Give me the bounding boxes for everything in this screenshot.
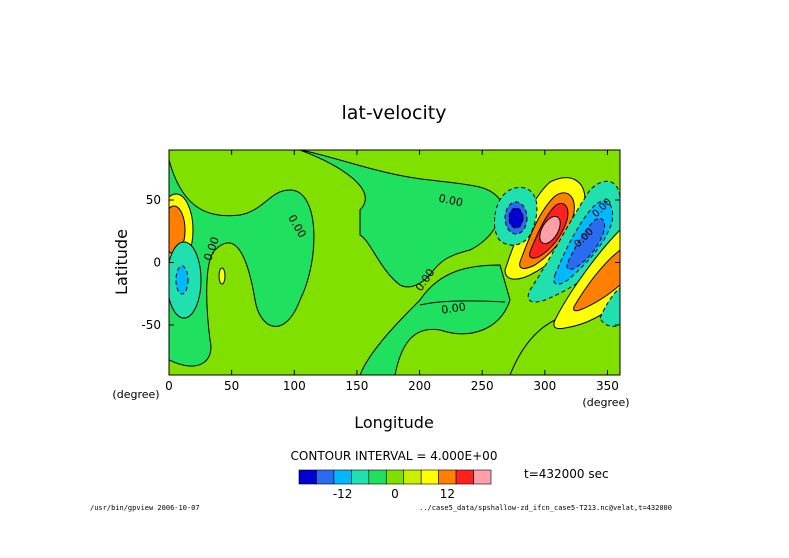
region-band-2: [359, 264, 511, 375]
x-axis-ticks: 0 50 100 150 200 250 300 350: [165, 150, 619, 393]
y-tick-label: 50: [146, 193, 161, 207]
chart-title: lat-velocity: [342, 102, 447, 124]
colorbar-swatch: [385, 469, 405, 485]
colorbar-swatch: [455, 469, 474, 485]
colorbar-swatch: [473, 469, 492, 485]
contour-label: 0.00: [437, 192, 464, 210]
footer-right: ../case5_data/spshallow-zd_ifcn_case5-T2…: [419, 504, 672, 512]
right-pink-core: [539, 215, 561, 245]
x-tick-label: 250: [471, 379, 494, 393]
colorbar-swatch: [368, 469, 387, 485]
colorbar-tick-label: 0: [391, 487, 399, 501]
contour-interval-label: CONTOUR INTERVAL = 4.000E+00: [291, 449, 498, 463]
y-tick-label: -50: [141, 318, 161, 332]
plot-area: [169, 150, 620, 375]
colorbar-swatch: [420, 469, 439, 485]
x-tick-label: 0: [165, 379, 173, 393]
colorbar-swatch: [351, 469, 370, 485]
colorbar-swatch: [333, 469, 352, 485]
colorbar-tick-label: 12: [440, 487, 455, 501]
x-tick-label: 350: [596, 379, 619, 393]
small-yellow-spot: [218, 267, 226, 285]
left-cyan-core: [175, 265, 189, 295]
footer-left: /usr/bin/gpview 2006-10-07: [90, 504, 200, 512]
x-unit-right: (degree): [582, 396, 629, 409]
colorbar-swatch: [438, 469, 457, 485]
colorbar-swatch: [403, 469, 422, 485]
x-tick-label: 100: [283, 379, 306, 393]
region-band-1: [169, 159, 315, 367]
x-tick-label: 200: [408, 379, 431, 393]
x-tick-label: 150: [345, 379, 368, 393]
colorbar: [298, 469, 492, 485]
right-orange-3: [573, 249, 620, 312]
right-blue-2: [566, 217, 606, 270]
region-band-3: [299, 150, 502, 288]
x-unit-left: (degree): [112, 388, 159, 401]
y-tick-label: 0: [153, 256, 161, 270]
x-tick-label: 50: [224, 379, 239, 393]
x-axis-label: Longitude: [354, 413, 434, 432]
y-axis-ticks: -50 0 50: [141, 193, 620, 332]
right-cyan-outer-4: [599, 287, 620, 327]
zero-contour-line: [509, 319, 556, 375]
colorbar-swatch: [316, 469, 335, 485]
colorbar-ticks: -12 0 12: [333, 487, 455, 501]
colorbar-tick-label: -12: [333, 487, 353, 501]
zero-contour-line: [419, 300, 506, 306]
x-tick-label: 300: [533, 379, 556, 393]
right-darkblue-core: [508, 207, 524, 229]
y-axis-label: Latitude: [112, 229, 131, 295]
contour-label: 0.00: [440, 300, 466, 316]
colorbar-swatch: [298, 469, 317, 485]
time-label: t=432000 sec: [524, 467, 609, 481]
